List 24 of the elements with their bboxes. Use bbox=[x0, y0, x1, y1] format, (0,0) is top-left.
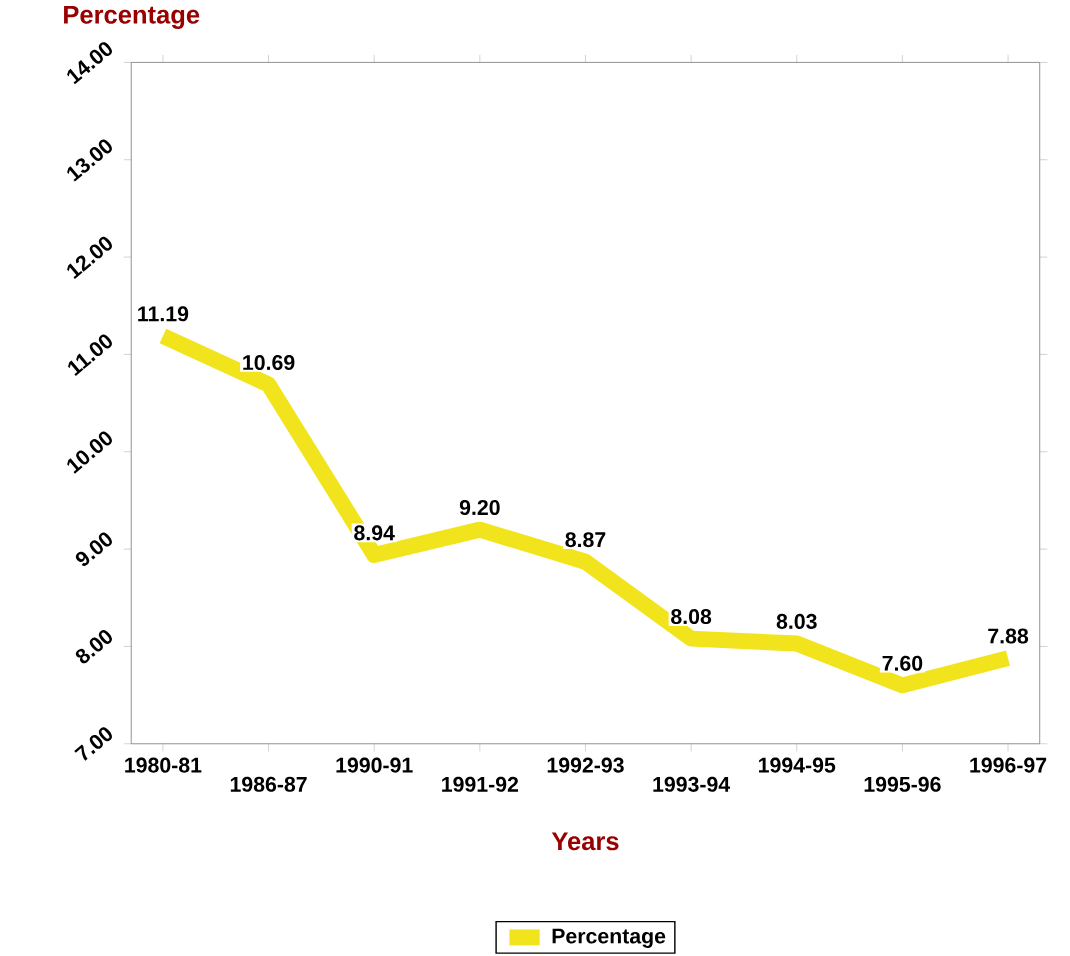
x-tick-label: 1996-97 bbox=[970, 757, 1047, 773]
data-label: 7.88 bbox=[988, 628, 1029, 644]
y-tick-label: 8.00 bbox=[75, 630, 112, 664]
data-label: 7.60 bbox=[882, 655, 923, 671]
data-label: 8.87 bbox=[565, 532, 606, 548]
y-axis-title: Percentage bbox=[64, 6, 200, 30]
x-tick-label: 1993-94 bbox=[653, 776, 731, 793]
x-tick-label: 1994-95 bbox=[759, 757, 836, 773]
y-tick-label: 7.00 bbox=[74, 727, 112, 761]
data-label: 8.08 bbox=[671, 609, 712, 625]
x-tick-label: 1986-87 bbox=[230, 776, 307, 792]
y-tick-label: 9.00 bbox=[75, 532, 112, 567]
data-label: 10.69 bbox=[243, 355, 295, 371]
x-tick-label: 1991-92 bbox=[442, 776, 519, 792]
x-axis-title: Years bbox=[551, 832, 619, 851]
x-tick-label: 1995-96 bbox=[864, 776, 941, 792]
data-label: 9.20 bbox=[459, 500, 500, 516]
legend-label: Percentage bbox=[552, 928, 666, 948]
x-tick-label: 1992-93 bbox=[547, 757, 624, 773]
data-label: 8.03 bbox=[776, 614, 817, 630]
data-label: 8.94 bbox=[354, 525, 395, 541]
data-label: 11.19 bbox=[138, 306, 189, 322]
x-tick-label: 1990-91 bbox=[336, 757, 413, 773]
x-tick-label: 1980-81 bbox=[125, 757, 202, 773]
